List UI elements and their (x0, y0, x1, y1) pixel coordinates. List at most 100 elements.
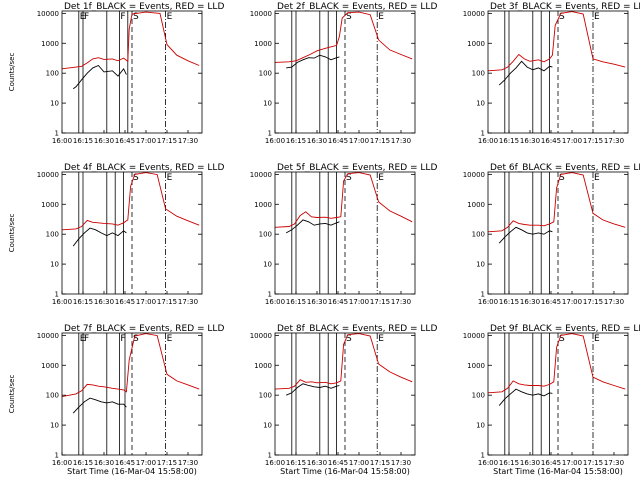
y-tick-label: 1 (481, 452, 485, 460)
panel-title: Det 7f_BLACK = Events, RED = LLD (64, 324, 224, 334)
y-tick-label: 10 (263, 100, 272, 108)
y-tick-label: 10 (50, 100, 59, 108)
x-axis-label: Start Time (16-Mar-04 15:58:00) (280, 467, 410, 476)
lld-series-line (487, 333, 626, 394)
y-tick-label: 10000 (250, 10, 272, 18)
plot-frame (61, 332, 203, 456)
events-series-line (498, 60, 553, 86)
x-tick-label: 16:30 (94, 298, 114, 306)
x-tick-label: 16:15 (499, 298, 519, 306)
y-tick-label: 1 (55, 291, 59, 299)
x-tick-label: 17:15 (157, 298, 177, 306)
x-tick-label: 16:15 (73, 137, 93, 145)
y-tick-label: 100 (472, 70, 485, 78)
plot-frame (61, 171, 203, 295)
x-tick-label: 16:15 (286, 137, 306, 145)
lld-series-line (487, 11, 626, 72)
x-tick-label: 16:45 (541, 137, 561, 145)
y-axis-label: Counts/sec (8, 375, 16, 414)
panel-title: Det 4f_BLACK = Events, RED = LLD (64, 163, 224, 173)
y-tick-label: 100 (46, 70, 59, 78)
event-marker-label: S (346, 12, 352, 22)
y-tick-label: 1 (481, 130, 485, 138)
x-tick-label: 16:15 (73, 298, 93, 306)
y-tick-label: 1000 (41, 362, 59, 370)
y-tick-label: 1000 (41, 40, 59, 48)
lld-series-line (487, 172, 626, 233)
y-tick-label: 10 (476, 422, 485, 430)
event-marker-label: E (378, 12, 384, 22)
y-tick-label: 1 (268, 130, 272, 138)
x-tick-label: 17:00 (349, 298, 369, 306)
y-tick-label: 10 (263, 261, 272, 269)
x-tick-label: 16:45 (328, 459, 348, 467)
y-tick-label: 10000 (463, 10, 485, 18)
event-marker-label: E (594, 334, 600, 344)
panel-7: Det 7f_BLACK = Events, RED = LLD Counts/s… (8, 324, 224, 476)
y-tick-label: 10000 (37, 332, 59, 340)
y-tick-label: 10000 (250, 332, 272, 340)
panel-title: Det 2f_BLACK = Events, RED = LLD (277, 2, 437, 12)
x-tick-label: 16:45 (328, 298, 348, 306)
y-tick-label: 1000 (467, 201, 485, 209)
events-series-line (72, 64, 127, 90)
y-tick-label: 100 (259, 231, 272, 239)
x-tick-label: 16:30 (520, 137, 540, 145)
event-marker-label: S (346, 173, 352, 183)
x-tick-label: 16:00 (265, 459, 285, 467)
x-tick-label: 16:45 (115, 298, 135, 306)
x-tick-label: 16:45 (115, 137, 135, 145)
x-tick-label: 17:15 (370, 459, 390, 467)
event-marker-label: E (167, 334, 173, 344)
panel-4: Det 4f_BLACK = Events, RED = LLD Counts/s… (8, 163, 224, 306)
event-marker-label: E (167, 173, 173, 183)
x-tick-label: 17:15 (157, 459, 177, 467)
event-marker-label: S (559, 12, 565, 22)
lld-series-line (61, 11, 200, 70)
x-tick-label: 16:15 (286, 298, 306, 306)
lld-series-line (61, 333, 200, 398)
x-tick-label: 17:00 (136, 298, 156, 306)
x-tick-label: 16:15 (499, 137, 519, 145)
plot-frame (274, 10, 416, 134)
plot-frame (61, 10, 203, 134)
events-series-line (72, 397, 127, 414)
y-tick-label: 100 (472, 392, 485, 400)
lld-series-line (61, 172, 200, 231)
x-tick-label: 17:15 (370, 137, 390, 145)
y-tick-label: 1 (268, 452, 272, 460)
panel-title: Det 8f_BLACK = Events, RED = LLD (277, 324, 437, 334)
y-tick-label: 10 (263, 422, 272, 430)
x-tick-label: 16:15 (73, 459, 93, 467)
x-tick-label: 17:00 (562, 298, 582, 306)
x-tick-label: 16:00 (265, 298, 285, 306)
x-tick-label: 17:30 (178, 137, 198, 145)
x-tick-label: 16:00 (478, 459, 498, 467)
x-tick-label: 16:30 (94, 137, 114, 145)
events-series-line (285, 219, 340, 234)
panel-title: Det 3f_BLACK = Events, RED = LLD (490, 2, 640, 12)
x-tick-label: 17:30 (391, 459, 411, 467)
plot-frame (274, 332, 416, 456)
x-tick-label: 17:00 (136, 459, 156, 467)
events-series-line (286, 54, 340, 69)
x-tick-label: 17:00 (562, 459, 582, 467)
event-marker-label: F (120, 334, 125, 344)
x-tick-label: 17:15 (157, 137, 177, 145)
events-series-line (72, 227, 127, 247)
y-tick-label: 1000 (254, 201, 272, 209)
events-series-line (498, 388, 553, 406)
panel-title: Det 6f_BLACK = Events, RED = LLD (490, 163, 640, 173)
y-tick-label: 100 (259, 70, 272, 78)
x-tick-label: 16:00 (52, 298, 72, 306)
y-tick-label: 1000 (41, 201, 59, 209)
y-tick-label: 1 (268, 291, 272, 299)
x-tick-label: 16:00 (478, 298, 498, 306)
event-marker-label: E (378, 334, 384, 344)
x-tick-label: 17:30 (391, 298, 411, 306)
x-tick-label: 16:00 (265, 137, 285, 145)
